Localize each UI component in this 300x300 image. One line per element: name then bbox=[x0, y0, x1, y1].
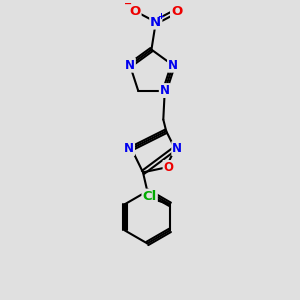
Text: O: O bbox=[129, 4, 140, 17]
Text: N: N bbox=[125, 59, 135, 72]
Text: O: O bbox=[171, 4, 182, 17]
Text: N: N bbox=[160, 84, 170, 97]
Text: O: O bbox=[164, 161, 173, 174]
Text: Cl: Cl bbox=[142, 190, 157, 203]
Text: N: N bbox=[168, 59, 178, 72]
Text: N: N bbox=[150, 16, 161, 28]
Text: +: + bbox=[158, 12, 164, 21]
Text: −: − bbox=[124, 0, 133, 9]
Text: N: N bbox=[172, 142, 182, 155]
Text: N: N bbox=[124, 142, 134, 155]
